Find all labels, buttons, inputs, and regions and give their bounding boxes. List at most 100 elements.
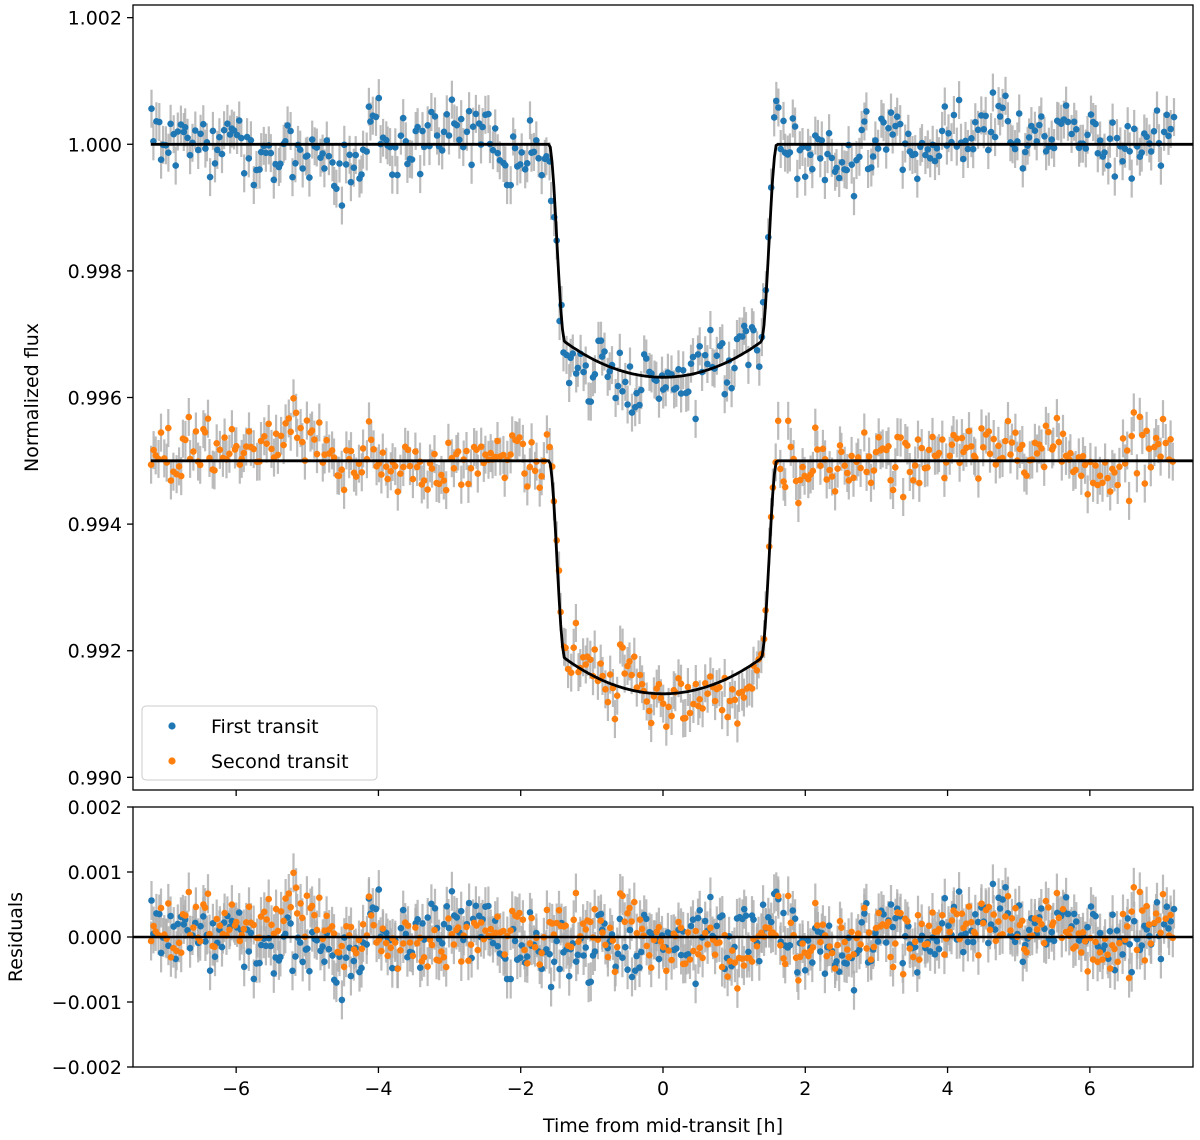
residual-point-second-transit: [606, 924, 614, 932]
residual-point-second-transit: [857, 941, 864, 948]
data-point-second-transit: [599, 672, 606, 680]
data-point-second-transit: [795, 499, 802, 507]
data-point-second-transit: [799, 463, 806, 471]
residual-point-first-transit: [209, 920, 217, 927]
data-point-second-transit: [1081, 461, 1089, 469]
residual-point-first-transit: [767, 918, 775, 926]
data-point-first-transit: [256, 166, 263, 173]
residual-point-first-transit: [648, 930, 655, 937]
data-point-first-transit: [887, 109, 895, 116]
data-point-first-transit: [889, 131, 896, 138]
residual-point-first-transit: [543, 946, 550, 953]
residual-point-first-transit: [945, 922, 952, 929]
data-point-first-transit: [648, 370, 655, 377]
residual-point-second-transit: [157, 904, 165, 912]
residual-point-second-transit: [567, 943, 575, 951]
residual-point-second-transit: [365, 893, 373, 900]
residual-point-first-transit: [304, 945, 311, 952]
residual-point-second-transit: [500, 927, 507, 935]
residual-point-second-transit: [308, 902, 316, 910]
residual-point-first-transit: [1153, 899, 1161, 906]
residual-point-second-transit: [958, 910, 966, 917]
data-point-second-transit: [1055, 438, 1063, 446]
data-point-first-transit: [1073, 126, 1080, 133]
residual-point-first-transit: [969, 938, 977, 946]
residual-point-first-transit: [972, 911, 979, 918]
data-point-first-transit: [604, 373, 611, 381]
data-point-first-transit: [809, 165, 816, 173]
residual-point-second-transit: [409, 952, 417, 960]
data-point-second-transit: [628, 671, 635, 679]
data-point-second-transit: [1096, 472, 1104, 480]
data-point-second-transit: [1119, 435, 1127, 442]
data-point-second-transit: [442, 486, 450, 494]
data-point-second-transit: [1106, 488, 1114, 495]
data-point-first-transit: [1031, 127, 1039, 134]
data-point-second-transit: [501, 474, 509, 482]
data-point-first-transit: [383, 136, 390, 144]
data-point-first-transit: [465, 107, 473, 115]
residual-point-second-transit: [1139, 907, 1146, 914]
data-point-second-transit: [1042, 422, 1050, 430]
data-point-first-transit: [835, 174, 843, 182]
data-point-first-transit: [598, 353, 606, 360]
data-point-first-transit: [745, 361, 752, 369]
residual-point-second-transit: [939, 911, 946, 919]
residual-point-second-transit: [729, 947, 736, 954]
residual-point-first-transit: [791, 915, 799, 922]
residual-point-first-transit: [574, 951, 582, 959]
residual-point-second-transit: [909, 953, 917, 961]
data-point-first-transit: [479, 123, 486, 131]
data-point-first-transit: [289, 173, 296, 181]
residual-point-second-transit: [236, 937, 244, 945]
data-point-second-transit: [1162, 439, 1169, 447]
residual-point-second-transit: [379, 925, 387, 932]
residual-point-second-transit: [638, 925, 646, 933]
data-point-first-transit: [308, 136, 316, 143]
data-point-first-transit: [580, 368, 587, 376]
residual-point-second-transit: [240, 925, 248, 933]
top-transit-models: [150, 142, 1193, 696]
residual-point-second-transit: [165, 900, 172, 907]
residual-point-second-transit: [1114, 958, 1121, 966]
residual-point-first-transit: [643, 915, 650, 923]
data-point-second-transit: [914, 436, 922, 443]
data-point-first-transit: [1048, 136, 1055, 143]
residual-point-second-transit: [899, 970, 907, 978]
data-point-second-transit: [379, 449, 387, 456]
data-point-first-transit: [431, 113, 439, 120]
data-point-first-transit: [472, 110, 480, 118]
residual-point-second-transit: [1007, 927, 1014, 934]
data-point-first-transit: [507, 181, 514, 189]
data-point-second-transit: [831, 488, 839, 495]
residual-point-first-transit: [321, 958, 328, 965]
data-point-second-transit: [986, 450, 994, 458]
residual-point-first-transit: [428, 900, 435, 908]
residual-point-second-transit: [285, 890, 293, 897]
data-point-first-transit: [863, 108, 870, 115]
residual-point-second-transit: [233, 918, 240, 926]
data-point-second-transit: [521, 470, 528, 477]
data-point-second-transit: [850, 474, 857, 482]
data-point-second-transit: [428, 465, 436, 472]
data-point-second-transit: [1152, 434, 1160, 442]
data-point-second-transit: [738, 688, 746, 696]
residual-point-first-transit: [759, 901, 767, 908]
data-point-first-transit: [696, 343, 703, 350]
data-point-second-transit: [265, 420, 273, 428]
data-point-second-transit: [704, 690, 711, 697]
data-point-second-transit: [367, 436, 375, 444]
residual-point-second-transit: [870, 943, 878, 951]
data-point-second-transit: [935, 449, 943, 457]
residual-point-second-transit: [287, 903, 295, 911]
top-y-ticks: 0.990 0.992 0.994 0.996 0.998 1.000 1.002: [68, 8, 133, 789]
residual-point-first-transit: [197, 922, 204, 930]
residual-point-first-transit: [1096, 929, 1104, 937]
data-point-second-transit: [716, 684, 723, 691]
data-point-first-transit: [740, 322, 748, 330]
residual-point-second-transit: [543, 906, 551, 914]
residual-point-first-transit: [622, 943, 629, 951]
residual-point-second-transit: [1128, 908, 1135, 915]
residual-point-second-transit: [1072, 943, 1079, 950]
residual-point-first-transit: [338, 996, 346, 1004]
